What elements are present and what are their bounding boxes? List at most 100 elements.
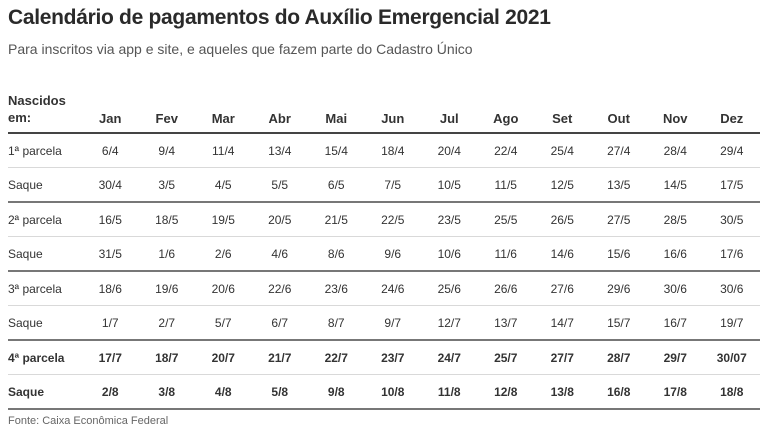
month-header: Jul [421,78,478,134]
date-cell: 22/6 [251,271,308,306]
date-cell: 25/4 [534,133,591,168]
date-cell: 30/5 [703,202,760,237]
date-cell: 24/7 [421,340,478,375]
date-cell: 14/6 [534,236,591,272]
date-cell: 27/5 [590,202,647,237]
date-cell: 24/6 [364,271,421,306]
month-header: Jan [82,78,139,134]
date-cell: 17/7 [82,340,139,375]
date-cell: 13/8 [534,374,591,410]
row-label: Saque [8,374,82,410]
month-header: Mai [308,78,365,134]
date-cell: 17/5 [703,167,760,203]
date-cell: 2/6 [195,236,252,272]
row-label: 3ª parcela [8,271,82,306]
date-cell: 28/5 [647,202,704,237]
date-cell: 19/7 [703,305,760,341]
date-cell: 11/5 [477,167,534,203]
date-cell: 8/6 [308,236,365,272]
date-cell: 29/7 [647,340,704,375]
corner-label-line1: Nascidos [8,93,66,108]
date-cell: 1/6 [138,236,195,272]
payment-schedule-table: Nascidos em: Jan Fev Mar Abr Mai Jun Jul… [8,78,760,410]
date-cell: 2/8 [82,374,139,410]
date-cell: 18/4 [364,133,421,168]
date-cell: 26/5 [534,202,591,237]
date-cell: 15/7 [590,305,647,341]
date-cell: 15/6 [590,236,647,272]
table-row: 4ª parcela 17/7 18/7 20/7 21/7 22/7 23/7 24/7 25… [8,340,760,375]
date-cell: 13/7 [477,305,534,341]
date-cell: 10/6 [421,236,478,272]
date-cell: 3/5 [138,167,195,203]
month-header: Set [534,78,591,134]
date-cell: 20/5 [251,202,308,237]
row-label: Saque [8,305,82,341]
date-cell: 25/5 [477,202,534,237]
date-cell: 4/6 [251,236,308,272]
table-row: 3ª parcela 18/6 19/6 20/6 22/6 23/6 24/6 25/6 26… [8,271,760,306]
corner-label: Nascidos em: [8,78,82,134]
date-cell: 3/8 [138,374,195,410]
date-cell: 6/5 [308,167,365,203]
row-label: 1ª parcela [8,133,82,168]
date-cell: 16/5 [82,202,139,237]
date-cell: 26/6 [477,271,534,306]
date-cell: 13/4 [251,133,308,168]
date-cell: 30/4 [82,167,139,203]
date-cell: 22/5 [364,202,421,237]
date-cell: 18/7 [138,340,195,375]
date-cell: 11/4 [195,133,252,168]
date-cell: 12/7 [421,305,478,341]
date-cell: 12/8 [477,374,534,410]
date-cell: 19/5 [195,202,252,237]
table-row: Saque 2/8 3/8 4/8 5/8 9/8 10/8 11/8 12/8 13/8 16/8… [8,374,760,410]
date-cell: 14/7 [534,305,591,341]
date-cell: 29/6 [590,271,647,306]
date-cell: 30/6 [703,271,760,306]
date-cell: 20/4 [421,133,478,168]
date-cell: 4/5 [195,167,252,203]
date-cell: 11/8 [421,374,478,410]
date-cell: 20/7 [195,340,252,375]
date-cell: 6/7 [251,305,308,341]
date-cell: 8/7 [308,305,365,341]
date-cell: 27/4 [590,133,647,168]
date-cell: 28/4 [647,133,704,168]
date-cell: 29/4 [703,133,760,168]
date-cell: 5/5 [251,167,308,203]
date-cell: 5/7 [195,305,252,341]
table-row: Saque 31/5 1/6 2/6 4/6 8/6 9/6 10/6 11/6 14/6 15/6… [8,236,760,272]
row-label: 2ª parcela [8,202,82,237]
table-row: 2ª parcela 16/5 18/5 19/5 20/5 21/5 22/5 23/5 25… [8,202,760,237]
month-header: Jun [364,78,421,134]
date-cell: 14/5 [647,167,704,203]
month-header: Dez [703,78,760,134]
date-cell: 10/8 [364,374,421,410]
date-cell: 9/8 [308,374,365,410]
date-cell: 27/7 [534,340,591,375]
month-header: Fev [138,78,195,134]
date-cell: 7/5 [364,167,421,203]
date-cell: 30/6 [647,271,704,306]
month-header: Ago [477,78,534,134]
page-title: Calendário de pagamentos do Auxílio Emer… [8,6,551,29]
date-cell: 20/6 [195,271,252,306]
corner-label-line2: em: [8,110,32,125]
row-label: 4ª parcela [8,340,82,375]
source-note: Fonte: Caixa Econômica Federal [8,415,169,427]
date-cell: 21/5 [308,202,365,237]
month-header: Out [590,78,647,134]
date-cell: 31/5 [82,236,139,272]
date-cell: 30/07 [703,340,760,375]
date-cell: 15/4 [308,133,365,168]
date-cell: 13/5 [590,167,647,203]
date-cell: 16/6 [647,236,704,272]
date-cell: 1/7 [82,305,139,341]
date-cell: 12/5 [534,167,591,203]
date-cell: 2/7 [138,305,195,341]
date-cell: 23/5 [421,202,478,237]
date-cell: 19/6 [138,271,195,306]
date-cell: 17/6 [703,236,760,272]
date-cell: 22/7 [308,340,365,375]
